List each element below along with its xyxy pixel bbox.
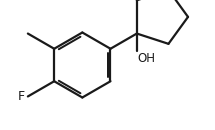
Text: F: F [18, 90, 25, 103]
Text: OH: OH [138, 52, 156, 65]
